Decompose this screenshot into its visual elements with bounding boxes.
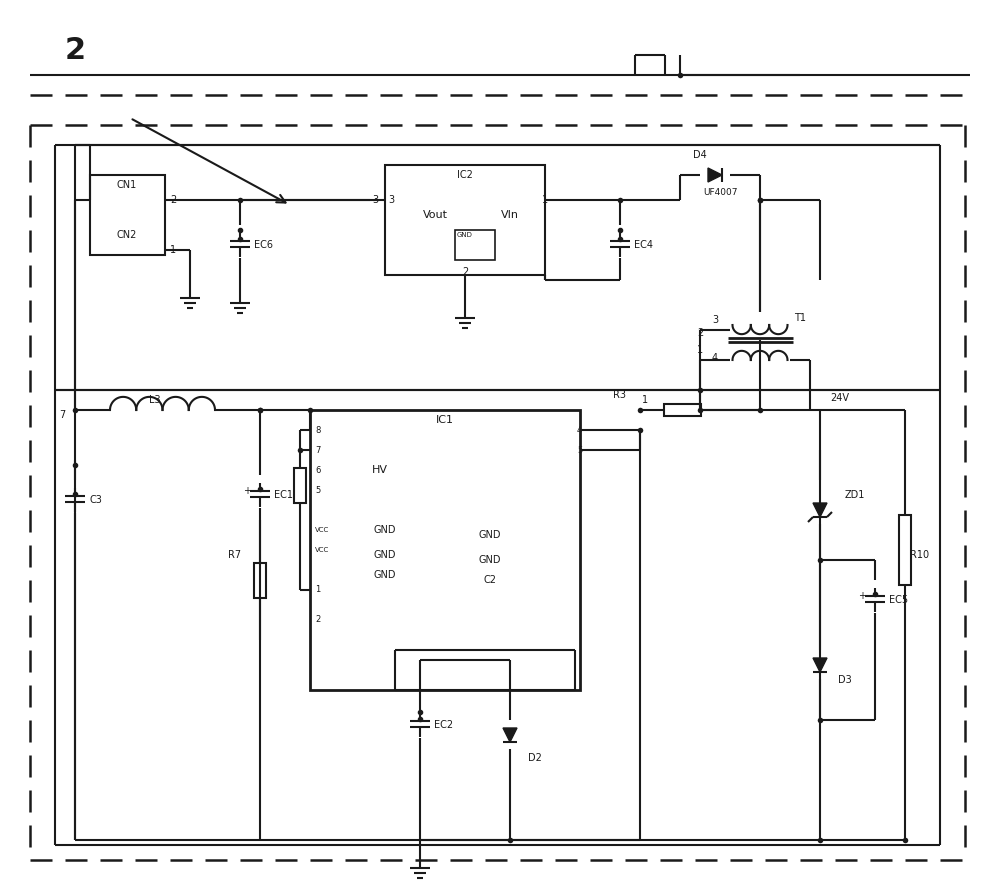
- Text: T1: T1: [794, 313, 806, 323]
- Polygon shape: [813, 658, 827, 672]
- Text: GND: GND: [374, 525, 396, 535]
- Text: R3: R3: [614, 390, 626, 400]
- Text: CN1: CN1: [117, 180, 137, 190]
- Text: 3: 3: [388, 195, 394, 205]
- Text: IC2: IC2: [457, 170, 473, 180]
- Text: L3: L3: [149, 395, 161, 405]
- Text: 3: 3: [712, 315, 718, 325]
- Text: D4: D4: [693, 150, 707, 160]
- Text: 2: 2: [697, 328, 703, 338]
- Polygon shape: [503, 728, 517, 742]
- Bar: [899, 515, 911, 585]
- Text: 1: 1: [315, 586, 320, 595]
- Bar: [254, 563, 266, 597]
- Bar: [455, 230, 495, 260]
- Text: GND: GND: [457, 232, 473, 238]
- Text: GND: GND: [479, 555, 501, 565]
- Text: D2: D2: [528, 753, 542, 763]
- Bar: [90, 175, 165, 255]
- Text: VCC: VCC: [315, 527, 329, 533]
- Text: R10: R10: [910, 550, 930, 560]
- Text: 7: 7: [59, 410, 65, 420]
- Text: C2: C2: [484, 575, 496, 585]
- Text: 1: 1: [642, 395, 648, 405]
- Text: ZD1: ZD1: [845, 490, 865, 500]
- Text: +: +: [858, 591, 866, 601]
- Text: UF4007: UF4007: [703, 188, 737, 197]
- Text: CN2: CN2: [117, 230, 137, 240]
- Text: 2: 2: [462, 267, 468, 277]
- Text: HV: HV: [372, 465, 388, 475]
- Text: GND: GND: [374, 570, 396, 580]
- Text: EC1: EC1: [274, 490, 293, 500]
- Text: 2: 2: [64, 35, 86, 65]
- Text: EC4: EC4: [634, 240, 653, 250]
- Text: D3: D3: [838, 675, 852, 685]
- Text: 1: 1: [697, 345, 703, 355]
- Text: 5: 5: [577, 446, 582, 455]
- Text: 8: 8: [315, 425, 320, 434]
- Text: R7: R7: [228, 550, 242, 560]
- Text: 7: 7: [315, 446, 320, 455]
- Text: EC6: EC6: [254, 240, 273, 250]
- Bar: [664, 404, 701, 416]
- Bar: [294, 468, 306, 502]
- Text: IC1: IC1: [436, 415, 454, 425]
- Text: C3: C3: [89, 495, 102, 505]
- Text: EC5: EC5: [889, 595, 908, 605]
- Polygon shape: [813, 503, 827, 517]
- Text: VIn: VIn: [501, 210, 519, 220]
- Text: VCC: VCC: [315, 547, 329, 553]
- Bar: [385, 165, 545, 275]
- Text: 4: 4: [712, 353, 718, 363]
- Text: 2: 2: [170, 195, 176, 205]
- Bar: [310, 410, 580, 690]
- Text: GND: GND: [374, 550, 396, 560]
- Text: 1: 1: [542, 195, 548, 205]
- Text: 24V: 24V: [830, 393, 850, 403]
- Text: 5: 5: [315, 486, 320, 494]
- Text: EC2: EC2: [434, 720, 453, 730]
- Text: 4: 4: [577, 425, 582, 434]
- Text: Vout: Vout: [422, 210, 448, 220]
- Polygon shape: [708, 168, 722, 182]
- Text: 1: 1: [170, 245, 176, 255]
- Text: +: +: [243, 486, 251, 496]
- Text: 6: 6: [315, 465, 320, 475]
- Text: GND: GND: [479, 530, 501, 540]
- Text: 3: 3: [372, 195, 378, 205]
- Text: 2: 2: [315, 616, 320, 625]
